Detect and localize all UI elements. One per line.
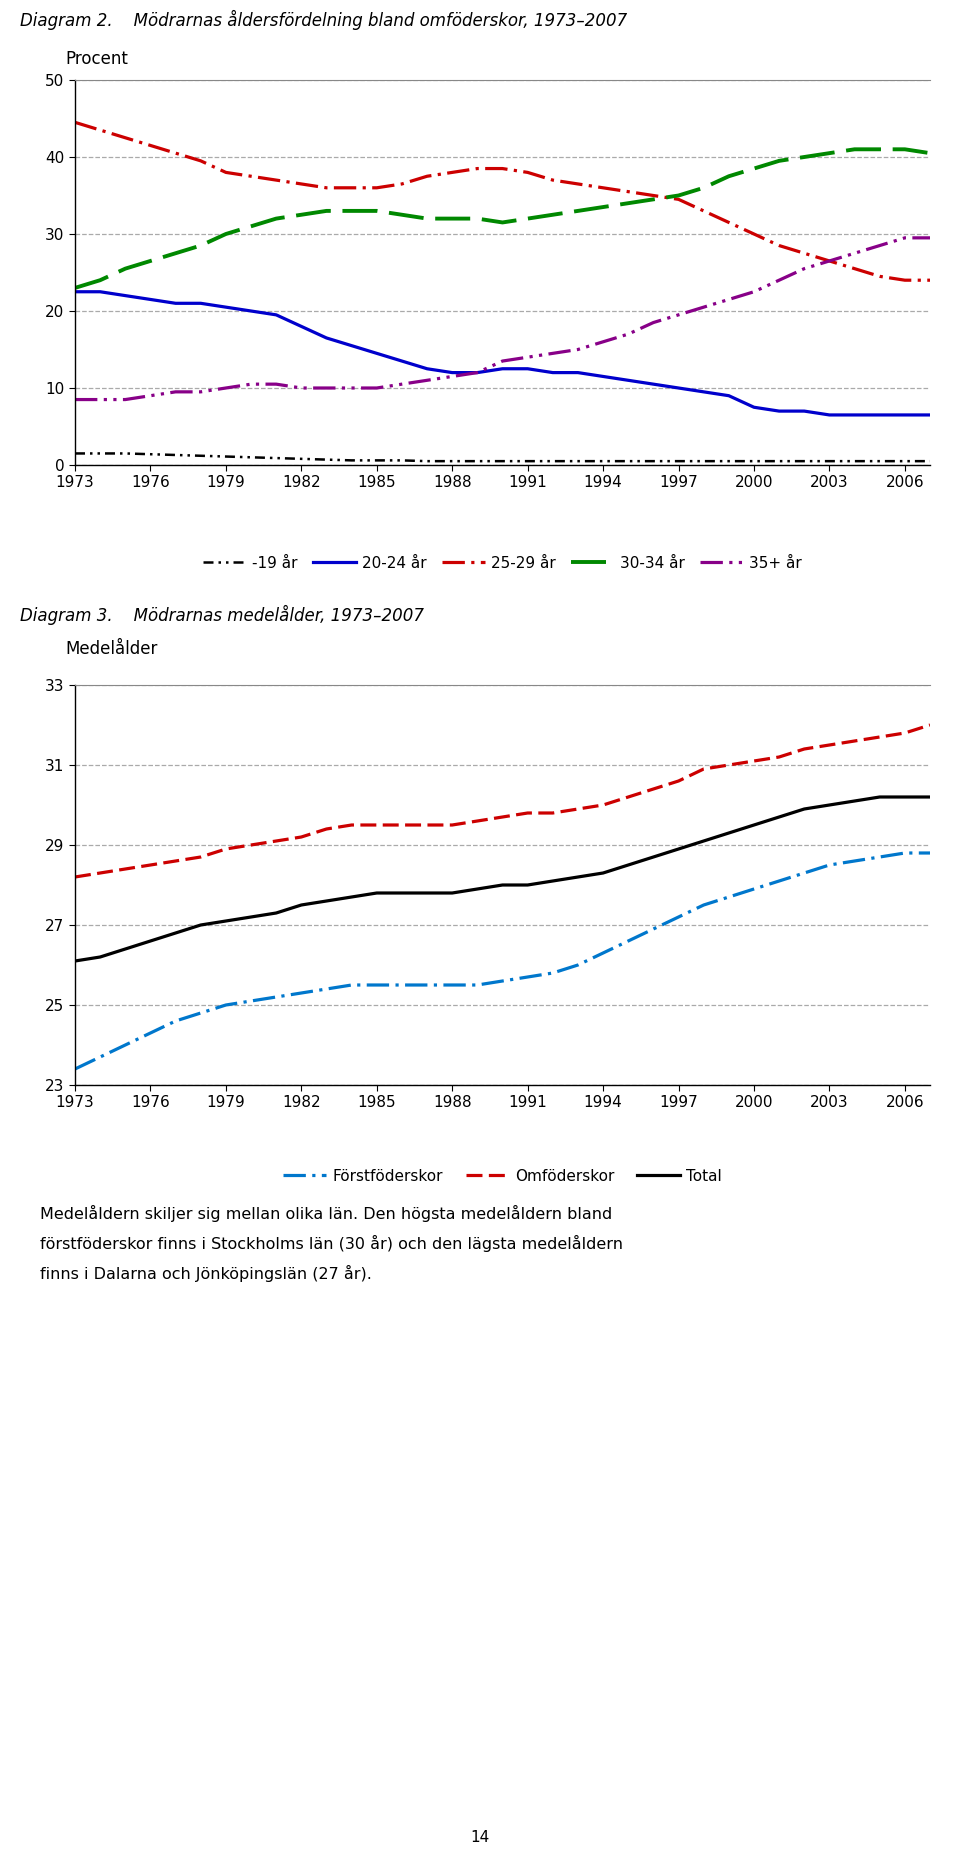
Legend: -19 år, 20-24 år, 25-29 år, 30-34 år, 35+ år: -19 år, 20-24 år, 25-29 år, 30-34 år, 35… xyxy=(198,551,807,577)
Text: finns i Dalarna och Jönköpingslän (27 år).: finns i Dalarna och Jönköpingslän (27 år… xyxy=(40,1265,372,1282)
Text: Diagram 3.    Mödrarnas medelålder, 1973–2007: Diagram 3. Mödrarnas medelålder, 1973–20… xyxy=(20,604,424,625)
Text: Procent: Procent xyxy=(65,50,128,69)
Text: Medelåldern skiljer sig mellan olika län. Den högsta medelåldern bland: Medelåldern skiljer sig mellan olika län… xyxy=(40,1205,612,1222)
Legend: Förstföderskor, Omföderskor, Total: Förstföderskor, Omföderskor, Total xyxy=(277,1162,728,1190)
Text: Medelålder: Medelålder xyxy=(65,640,157,658)
Text: Diagram 2.    Mödrarnas åldersfördelning bland omföderskor, 1973–2007: Diagram 2. Mödrarnas åldersfördelning bl… xyxy=(20,9,627,30)
Text: 14: 14 xyxy=(470,1830,490,1845)
Text: förstföderskor finns i Stockholms län (30 år) och den lägsta medelåldern: förstföderskor finns i Stockholms län (3… xyxy=(40,1235,623,1252)
